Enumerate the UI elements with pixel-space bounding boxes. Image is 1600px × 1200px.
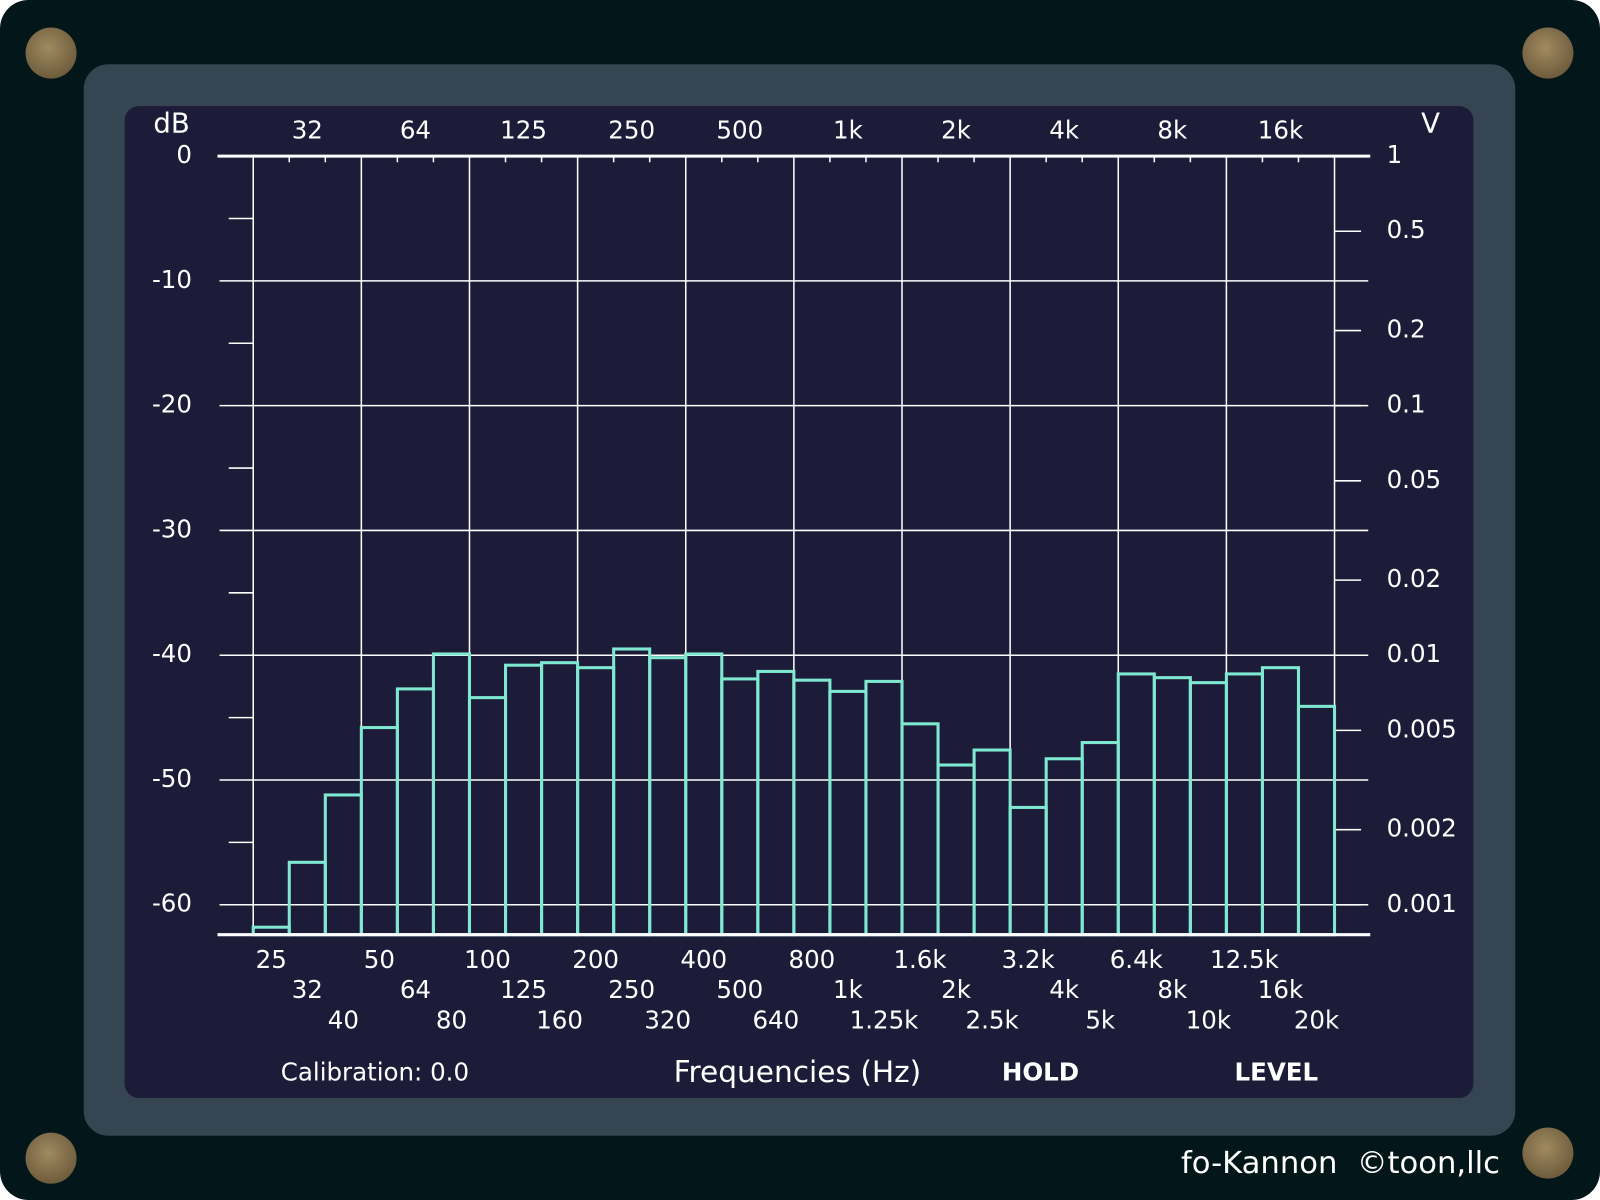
plot: 0 -10 -20 -30 -40 -50 -60 1 0.5 0.2 0.1 0.05 0.02 0.0…: [152, 116, 1457, 1035]
y2-tick-label: 0.05: [1387, 465, 1442, 494]
y2-tick-label: 0.02: [1387, 564, 1442, 593]
footer: fo-Kannon ©toon,llc: [1181, 1146, 1500, 1181]
x-tick-label: 200: [572, 945, 619, 974]
x-tick-label: 100: [464, 945, 511, 974]
x-tick-label: 1.6k: [893, 945, 947, 974]
top-x-label: 250: [608, 116, 655, 145]
x-tick-label: 16k: [1258, 975, 1304, 1004]
x-tick-label: 64: [400, 975, 431, 1004]
x-tick-label: 2k: [941, 975, 972, 1004]
x-tick-label: 500: [716, 975, 763, 1004]
top-x-label: 2k: [941, 116, 972, 145]
x-tick-label: 400: [680, 945, 727, 974]
x-tick-label: 25: [256, 945, 287, 974]
screw: [25, 27, 77, 79]
top-x-label: 16k: [1258, 116, 1304, 145]
x-tick-label: 4k: [1049, 975, 1080, 1004]
x-tick-label: 32: [292, 975, 323, 1004]
y-tick-label: 0: [176, 140, 192, 169]
x-tick-label: 5k: [1085, 1005, 1116, 1034]
x-tick-label: 640: [752, 1005, 799, 1034]
level-button[interactable]: LEVEL: [1235, 1057, 1319, 1086]
y2-tick-label: 0.001: [1387, 889, 1457, 918]
y2-tick-label: 0.1: [1387, 390, 1426, 419]
screw: [25, 1132, 77, 1184]
y2-axis-label: V: [1421, 107, 1440, 139]
y-tick-label: -20: [152, 390, 192, 419]
y-tick-label: -50: [152, 764, 192, 793]
y2-tick-label: 0.002: [1387, 814, 1457, 843]
y-tick-label: -60: [152, 889, 192, 918]
y-tick-label: -40: [152, 639, 192, 668]
x-tick-label: 1k: [833, 975, 864, 1004]
screen: [124, 106, 1474, 1098]
x-tick-label: 50: [364, 945, 395, 974]
top-x-label: 8k: [1157, 116, 1188, 145]
x-tick-label: 10k: [1186, 1005, 1232, 1034]
x-tick-label: 320: [644, 1005, 691, 1034]
x-tick-label: 6.4k: [1110, 945, 1164, 974]
x-tick-label: 8k: [1157, 975, 1188, 1004]
x-tick-label: 12.5k: [1210, 945, 1280, 974]
x-tick-label: 125: [500, 975, 547, 1004]
screw: [1522, 27, 1574, 79]
y-tick-label: -30: [152, 514, 192, 543]
y-axis-label: dB: [153, 107, 189, 139]
x-tick-label: 3.2k: [1002, 945, 1056, 974]
x-tick-label: 80: [436, 1005, 467, 1034]
y2-tick-label: 0.5: [1387, 215, 1426, 244]
top-x-label: 500: [716, 116, 763, 145]
x-tick-label: 160: [536, 1005, 583, 1034]
hold-button[interactable]: HOLD: [1002, 1057, 1079, 1086]
y-tick-label: -10: [152, 265, 192, 294]
top-x-label: 64: [400, 116, 431, 145]
x-tick-label: 20k: [1294, 1005, 1340, 1034]
x-tick-label: 1.25k: [850, 1005, 920, 1034]
y2-tick-label: 0.005: [1387, 714, 1457, 743]
screw: [1522, 1127, 1574, 1179]
top-x-label: 32: [292, 116, 323, 145]
x-tick-label: 250: [608, 975, 655, 1004]
x-tick-label: 2.5k: [966, 1005, 1020, 1034]
y2-tick-label: 1: [1387, 140, 1403, 169]
top-x-label: 4k: [1049, 116, 1080, 145]
x-axis-label: Frequencies (Hz): [674, 1055, 922, 1089]
y2-tick-label: 0.01: [1387, 639, 1442, 668]
x-tick-label: 800: [789, 945, 836, 974]
calibration: Calibration: 0.0: [281, 1057, 469, 1086]
top-x-label: 1k: [833, 116, 864, 145]
top-x-label: 125: [500, 116, 547, 145]
y2-tick-label: 0.2: [1387, 315, 1426, 344]
x-tick-label: 40: [328, 1005, 359, 1034]
